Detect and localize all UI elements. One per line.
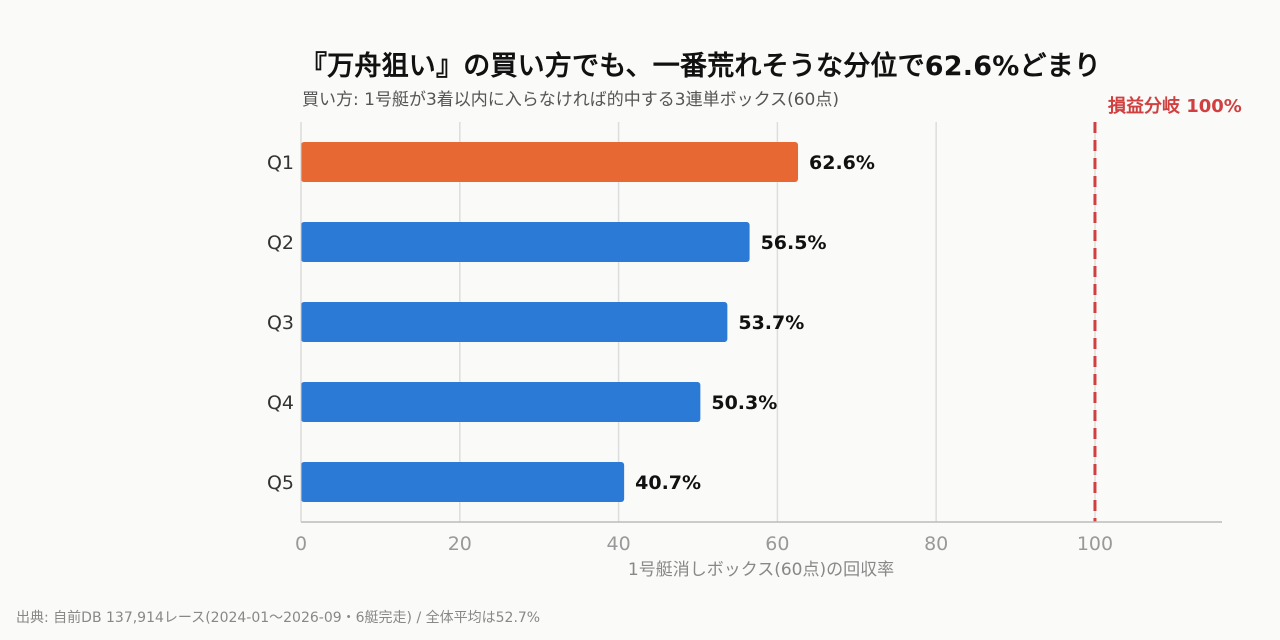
bar-value-label: 56.5% xyxy=(761,232,827,254)
x-tick-label: 0 xyxy=(295,533,307,555)
y-category-label: Q2 xyxy=(267,232,294,254)
bar-q4 xyxy=(301,382,701,422)
y-category-label: Q5 xyxy=(267,472,294,494)
source-note: 出典: 自前DB 137,914レース(2024-01〜2026-09・6艇完走… xyxy=(16,610,541,626)
y-category-label: Q1 xyxy=(267,152,294,174)
reference-line-group: 損益分岐 100% xyxy=(1093,95,1242,522)
chart-subtitle: 買い方: 1号艇が3着以内に入らなければ的中する3連単ボックス(60点) xyxy=(302,90,839,110)
axes: 0 20 40 60 80 100 Q1 Q2 Q3 Q4 Q5 xyxy=(267,122,1222,555)
y-category-label: Q4 xyxy=(267,392,294,414)
bar-value-label: 40.7% xyxy=(635,472,701,494)
x-tick-label: 60 xyxy=(765,533,789,555)
bar-q5 xyxy=(301,462,625,502)
x-tick-label: 80 xyxy=(924,533,948,555)
x-tick-label: 40 xyxy=(606,533,630,555)
break-even-label: 損益分岐 100% xyxy=(1108,95,1242,117)
bar-value-label: 50.3% xyxy=(711,392,777,414)
chart-title: 『万舟狙い』の買い方でも、一番荒れそうな分位で62.6%どまり xyxy=(300,51,1102,82)
bar-q3 xyxy=(301,302,728,342)
bar-value-label: 62.6% xyxy=(809,152,875,174)
bar-q2 xyxy=(301,222,750,262)
x-tick-label: 100 xyxy=(1077,533,1113,555)
bar-value-label: 53.7% xyxy=(738,312,804,334)
y-category-label: Q3 xyxy=(267,312,294,334)
x-tick-label: 20 xyxy=(448,533,472,555)
x-axis-title: 1号艇消しボックス(60点)の回収率 xyxy=(628,560,894,580)
bar-q1 xyxy=(301,142,799,182)
bars: 62.6% 56.5% 53.7% 50.3% 40.7% xyxy=(301,142,875,502)
